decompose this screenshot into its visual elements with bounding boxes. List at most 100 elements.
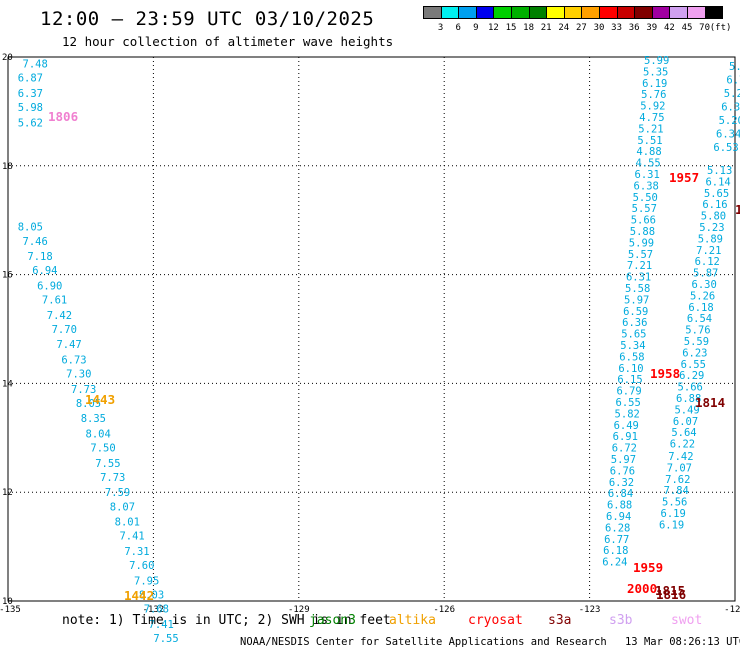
pass-time-label: 1959 — [633, 560, 663, 575]
credit-line: NOAA/NESDIS Center for Satellite Applica… — [240, 636, 740, 648]
wave-height-value: 5.97 — [624, 294, 649, 306]
wave-height-value: 6.15 — [617, 374, 642, 386]
wave-height-value: 8.03 — [139, 589, 164, 601]
wave-height-value: 5.57 — [628, 249, 653, 261]
pass-time-label: 1958 — [650, 366, 680, 381]
wave-height-value: 7.41 — [119, 531, 144, 543]
x-tick-label: -135 — [0, 605, 21, 615]
color-scale-label: 18 — [523, 23, 535, 33]
wave-height-value: 6.34 — [716, 129, 740, 141]
wave-height-value: 6.18 — [603, 545, 628, 557]
color-scale-label: 39 — [646, 23, 658, 33]
color-scale-label: 24 — [558, 23, 570, 33]
wave-height-value: 5.26 — [690, 290, 715, 302]
wave-height-value: 6.38 — [634, 180, 659, 192]
wave-height-value: 7.21 — [696, 245, 721, 257]
wave-height-value: 4.75 — [639, 112, 664, 124]
wave-height-value: 6.12 — [695, 256, 720, 268]
credit-text: NOAA/NESDIS Center for Satellite Applica… — [240, 636, 607, 648]
wave-height-value: 5.23 — [699, 222, 724, 234]
wave-height-value: 7.55 — [95, 458, 120, 470]
wave-height-value: 5.76 — [685, 325, 710, 337]
wave-height-value: 6.37 — [18, 88, 43, 100]
wave-height-value: 6.49 — [614, 420, 639, 432]
wave-height-value: 6.58 — [619, 351, 644, 363]
wave-height-value: 6.7 — [726, 75, 740, 87]
wave-height-value: 6.91 — [613, 431, 638, 443]
wave-height-value: 5.50 — [633, 192, 658, 204]
wave-height-value: 6.31 — [626, 272, 651, 284]
y-tick-label: 20 — [2, 53, 13, 63]
wave-height-value: 7.73 — [71, 384, 96, 396]
color-scale-label: 45 — [681, 23, 693, 33]
color-scale-label: 27 — [575, 23, 587, 33]
wave-height-value: 5.66 — [678, 382, 703, 394]
page-subtitle: 12 hour collection of altimeter wave hei… — [62, 34, 394, 49]
x-tick-label: -129 — [288, 605, 310, 615]
wave-height-value: 5.98 — [18, 102, 43, 114]
wave-height-value: 5.97 — [611, 454, 636, 466]
wave-height-value: 5.35 — [643, 66, 668, 78]
pass-time-label: 1816 — [656, 587, 686, 602]
wave-height-value: 5.99 — [629, 237, 654, 249]
wave-height-value: 6.19 — [642, 78, 667, 90]
x-tick-label: -123 — [579, 605, 601, 615]
wave-height-value: 6.14 — [705, 176, 730, 188]
wave-height-value: 7.42 — [47, 310, 72, 322]
legend-item-altika: altika — [389, 613, 436, 628]
wave-height-value: 6.79 — [616, 386, 641, 398]
wave-height-value: 7.42 — [668, 451, 693, 463]
wave-height-value: 7.47 — [56, 339, 81, 351]
wave-height-value: 5.65 — [704, 188, 729, 200]
wave-height-value: 7.48 — [23, 59, 48, 71]
pass-time-label: 1 — [735, 202, 740, 217]
wave-height-value: 5.87 — [693, 268, 718, 280]
wave-height-value: 5.49 — [674, 404, 699, 416]
wave-height-value: 5.58 — [625, 283, 650, 295]
wave-height-value: 6.07 — [673, 416, 698, 428]
wave-height-value: 8.35 — [81, 413, 106, 425]
wave-height-value: 7.73 — [100, 472, 125, 484]
wave-height-value: 7.70 — [52, 324, 77, 336]
wave-height-value: 6.28 — [605, 522, 630, 534]
wave-height-value: 7.30 — [66, 369, 91, 381]
wave-height-value: 6.53 — [713, 142, 738, 154]
wave-height-value: 6.94 — [32, 265, 57, 277]
wave-height-value: 6.94 — [606, 511, 631, 523]
legend-item-s3a: s3a — [548, 613, 572, 628]
wave-height-value: 5.59 — [684, 336, 709, 348]
y-tick-label: 18 — [2, 162, 13, 172]
wave-height-value: 8.01 — [115, 517, 140, 529]
wave-height-value: 5.89 — [698, 233, 723, 245]
wave-height-value: 5.66 — [631, 215, 656, 227]
wave-height-value: 8.05 — [76, 398, 101, 410]
wave-height-value: 4.88 — [636, 146, 661, 158]
color-scale-label: 30 — [593, 23, 605, 33]
wave-height-value: 6.29 — [679, 370, 704, 382]
wave-height-value: 6.23 — [682, 347, 707, 359]
wave-height-value: 6.22 — [670, 439, 695, 451]
footer-note: note: 1) Time is in UTC; 2) SWH is in fe… — [62, 613, 391, 628]
wave-height-value: 5.88 — [630, 226, 655, 238]
wave-height-value: 6.16 — [702, 199, 727, 211]
color-scale-label: 33 — [611, 23, 623, 33]
wave-height-value: 6.19 — [659, 519, 684, 531]
wave-height-value: 5.2 — [724, 88, 740, 100]
pass-time-label: 1443 — [85, 392, 115, 407]
wave-height-value: 5.21 — [638, 123, 663, 135]
legend-item-s3b: s3b — [609, 613, 633, 628]
color-scale-label: 36 — [628, 23, 640, 33]
wave-height-value: 6.73 — [61, 354, 86, 366]
color-scale-label: 42 — [663, 23, 675, 33]
wave-height-value: 6.84 — [608, 488, 633, 500]
wave-height-value: 5.80 — [701, 211, 726, 223]
wave-height-value: 5.62 — [18, 117, 43, 129]
wave-height-value: 7.50 — [90, 443, 115, 455]
y-tick-label: 16 — [2, 271, 13, 281]
wave-height-value: 7.60 — [129, 560, 154, 572]
pass-time-label: 1814 — [695, 395, 725, 410]
pass-time-label: 1806 — [48, 109, 78, 124]
wave-height-value: 6.24 — [602, 557, 627, 569]
wave-height-value: 7.84 — [664, 485, 689, 497]
